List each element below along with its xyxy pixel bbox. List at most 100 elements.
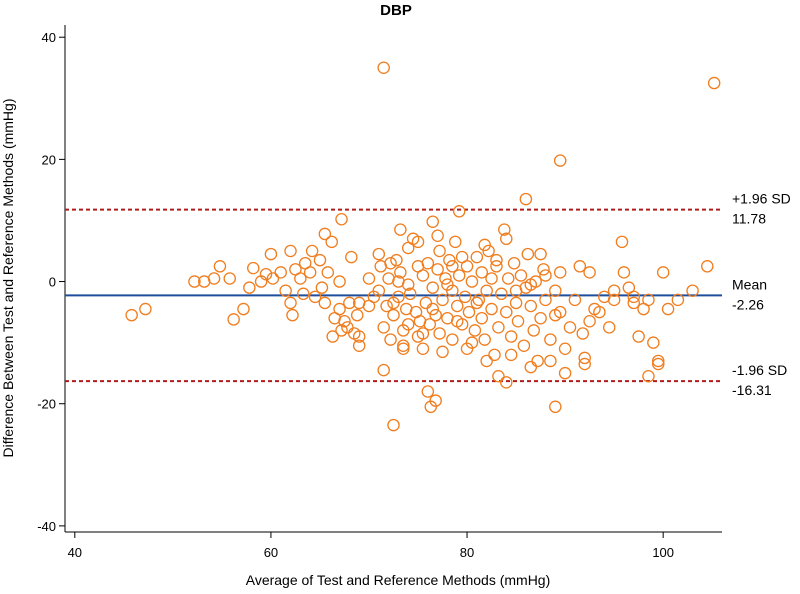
y-axis-title: Difference Between Test and Reference Me… <box>0 99 16 458</box>
data-point <box>573 260 587 273</box>
data-point <box>450 299 464 313</box>
data-point <box>627 290 640 304</box>
data-point <box>478 333 491 346</box>
x-axis-title: Average of Test and Reference Methods (m… <box>246 572 551 588</box>
data-point <box>578 357 591 371</box>
data-point <box>286 308 299 322</box>
data-point <box>431 263 444 276</box>
data-point <box>521 247 535 261</box>
data-point <box>436 345 449 359</box>
data-point <box>387 308 400 322</box>
data-point <box>421 385 435 398</box>
data-point <box>524 278 538 291</box>
data-point <box>259 267 273 281</box>
data-point <box>500 232 513 246</box>
data-point <box>416 327 430 340</box>
data-point <box>642 369 655 383</box>
data-point <box>227 313 240 326</box>
data-point <box>544 354 557 368</box>
data-point <box>504 348 518 362</box>
chart-title: DBP <box>380 2 412 19</box>
data-point <box>531 354 544 368</box>
data-point <box>563 321 577 334</box>
data-point <box>352 339 366 352</box>
data-point <box>325 235 338 249</box>
data-point <box>583 266 596 279</box>
data-point <box>627 296 640 310</box>
data-point <box>527 324 540 337</box>
data-point <box>534 247 547 261</box>
data-point <box>504 330 518 343</box>
data-point <box>243 281 256 294</box>
data-point <box>433 327 446 340</box>
data-point <box>394 266 407 279</box>
data-point <box>549 284 562 297</box>
lower-loa-value: -16.31 <box>732 382 772 398</box>
data-point <box>223 272 236 285</box>
data-point <box>465 275 479 288</box>
data-point <box>343 296 356 310</box>
data-point <box>403 287 417 301</box>
data-point <box>387 418 400 432</box>
data-point <box>478 238 491 252</box>
data-point <box>576 327 590 340</box>
data-point <box>500 376 513 389</box>
data-point <box>305 244 319 258</box>
data-point <box>553 266 567 279</box>
data-point <box>615 235 629 249</box>
data-point <box>294 272 307 285</box>
data-point <box>266 272 280 285</box>
data-point <box>500 305 513 319</box>
data-point <box>482 244 495 258</box>
data-point <box>446 260 459 273</box>
data-point <box>274 266 287 279</box>
data-point <box>617 266 631 279</box>
data-point <box>470 250 484 264</box>
data-point <box>475 311 489 325</box>
data-point <box>431 229 444 242</box>
data-point <box>401 318 415 331</box>
y-tick-label: 20 <box>42 152 56 167</box>
data-point <box>125 308 138 322</box>
y-tick-label: 40 <box>42 30 56 45</box>
data-point <box>495 287 508 301</box>
data-point <box>607 284 621 297</box>
data-point <box>642 293 655 307</box>
data-point <box>488 348 501 362</box>
upper-loa-value: 11.78 <box>732 211 766 227</box>
data-point <box>279 284 292 297</box>
data-point <box>524 299 538 313</box>
data-point <box>308 290 322 304</box>
x-tick-label: 80 <box>460 545 474 560</box>
data-point <box>656 266 670 279</box>
data-point <box>318 227 332 241</box>
data-point <box>377 363 390 377</box>
x-tick-label: 60 <box>264 545 278 560</box>
data-point <box>632 330 645 343</box>
data-point <box>237 302 250 316</box>
data-point <box>421 256 435 270</box>
data-points <box>125 61 721 432</box>
data-point <box>492 321 505 334</box>
data-point <box>485 302 498 316</box>
data-point <box>537 263 550 276</box>
data-point <box>338 315 351 328</box>
data-point <box>509 284 523 297</box>
upper-loa-label: +1.96 SD <box>732 191 791 207</box>
data-point <box>284 244 297 258</box>
data-point <box>377 61 390 75</box>
data-point <box>436 293 449 307</box>
data-point <box>318 296 332 310</box>
data-point <box>350 308 364 322</box>
data-point <box>416 342 430 355</box>
data-point <box>558 342 572 355</box>
data-point <box>455 250 469 264</box>
data-point <box>514 269 528 282</box>
data-point <box>426 215 439 228</box>
data-point <box>433 244 446 258</box>
data-point <box>549 400 562 414</box>
data-point <box>544 333 557 346</box>
data-point <box>429 308 442 322</box>
data-point <box>492 369 505 383</box>
